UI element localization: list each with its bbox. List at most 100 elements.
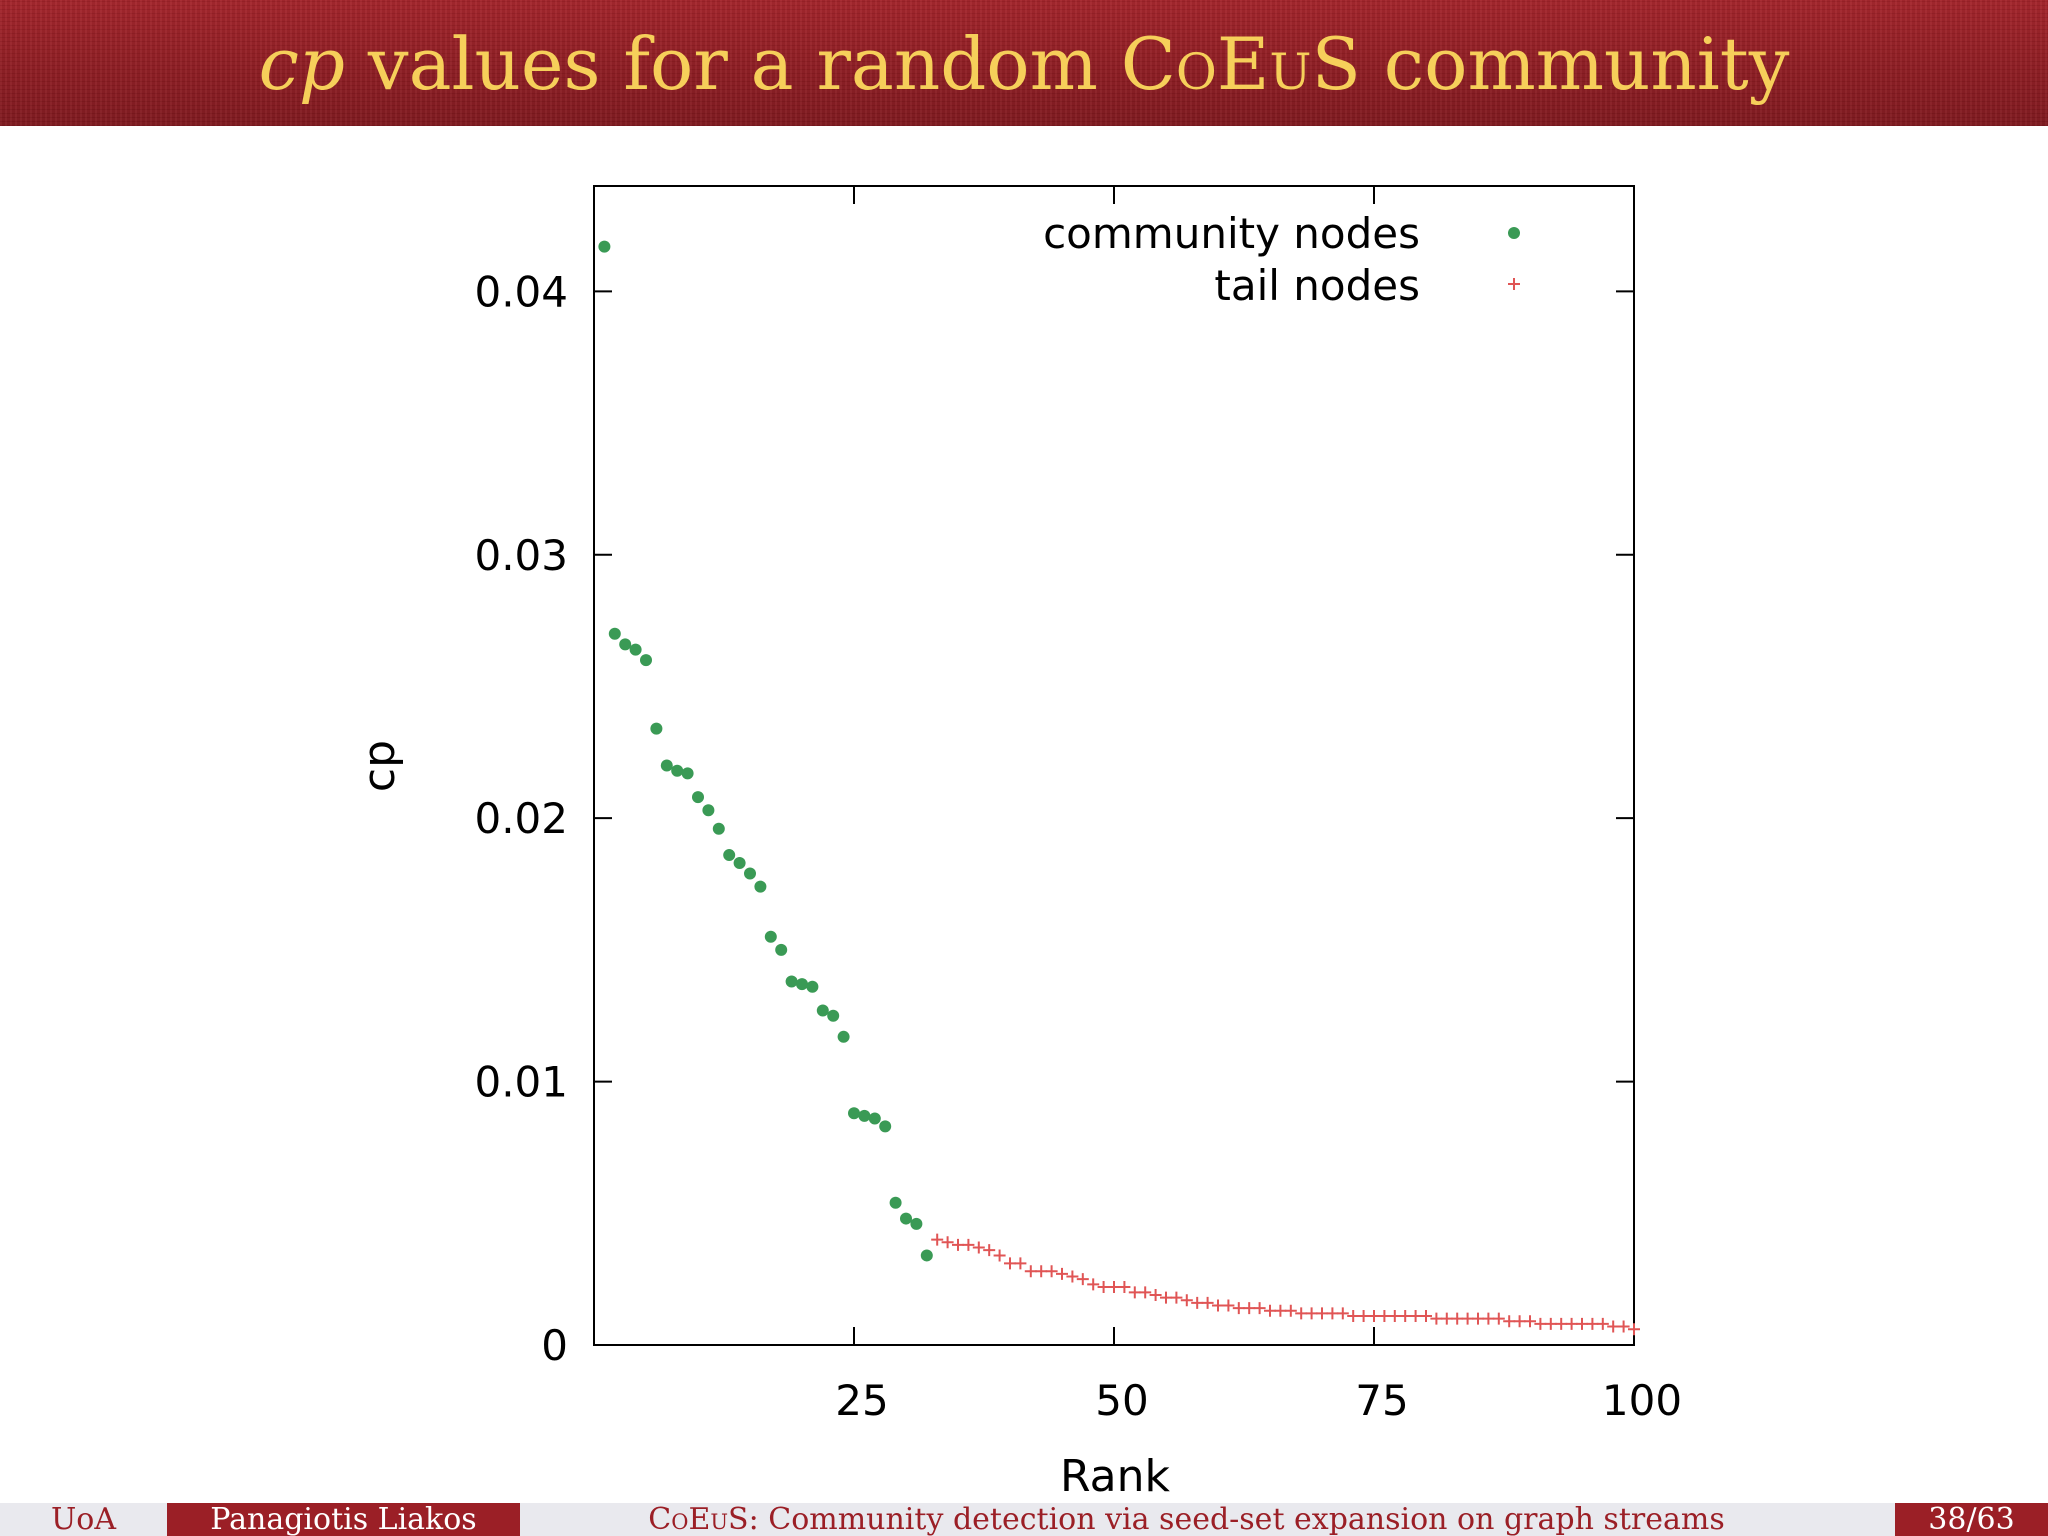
- tail-node-point: [1472, 1312, 1484, 1325]
- tail-node-point: [1097, 1281, 1110, 1294]
- community-node-point: [744, 867, 756, 880]
- tail-node-point: [1139, 1286, 1152, 1299]
- tail-node-point: [1087, 1278, 1100, 1291]
- footer-title-rest: : Community detection via seed-set expan…: [748, 1503, 1725, 1536]
- tail-node-point: [1440, 1312, 1453, 1325]
- slide-footer: UoA Panagiotis Liakos CoEuS: Community d…: [0, 1503, 2048, 1536]
- tail-node-point: [1628, 1323, 1640, 1336]
- y-tick-label: 0.04: [474, 267, 568, 316]
- y-tick-label: 0.02: [474, 794, 568, 843]
- tail-node-point: [941, 1236, 954, 1249]
- tail-node-point: [962, 1238, 975, 1251]
- x-axis-label: Rank: [1060, 1451, 1170, 1502]
- tail-node-point: [1461, 1312, 1474, 1325]
- legend-community-marker: [1508, 227, 1520, 239]
- x-tick-label: 25: [835, 1376, 888, 1425]
- tail-node-point: [1035, 1265, 1048, 1278]
- tail-node-point: [1347, 1310, 1360, 1323]
- title-coeus: CoEuS: [1120, 22, 1361, 106]
- footer-spacer: [1853, 1503, 1895, 1536]
- community-node-point: [920, 1249, 933, 1262]
- y-tick-label: 0.01: [474, 1058, 568, 1107]
- tail-node-point: [1544, 1317, 1557, 1330]
- footer-talk-title: CoEuS: Community detection via seed-set …: [520, 1503, 1853, 1536]
- tail-node-point: [1004, 1257, 1016, 1270]
- tail-node-point: [1014, 1257, 1027, 1270]
- tail-node-point: [1534, 1317, 1547, 1330]
- footer-institution: UoA: [0, 1503, 167, 1536]
- community-node-point: [671, 764, 684, 777]
- tail-node-point: [1149, 1288, 1162, 1301]
- tail-node-point: [1607, 1320, 1620, 1333]
- community-node-point: [723, 849, 736, 862]
- tail-node-point: [1201, 1296, 1214, 1309]
- community-node-point: [816, 1004, 829, 1017]
- y-tick-label: 0: [541, 1321, 568, 1370]
- tail-node-point: [1212, 1299, 1224, 1312]
- community-node-point: [650, 722, 663, 735]
- community-node-point: [837, 1030, 850, 1043]
- tail-node-point: [1305, 1307, 1318, 1320]
- community-node-point: [764, 930, 777, 943]
- tail-node-point: [1357, 1310, 1370, 1323]
- community-node-point: [858, 1109, 871, 1122]
- tail-node-point: [1326, 1307, 1339, 1320]
- tail-node-point: [1274, 1304, 1287, 1317]
- legend-tail-label: tail nodes: [1214, 261, 1420, 310]
- tail-node-point: [1264, 1304, 1276, 1317]
- footer-author: Panagiotis Liakos: [167, 1503, 520, 1536]
- plot-frame: [593, 185, 1635, 1346]
- tail-node-point: [1108, 1281, 1120, 1294]
- header-texture: [0, 0, 2048, 126]
- community-node-point: [879, 1120, 892, 1133]
- community-node-point: [619, 638, 632, 651]
- tail-node-point: [1596, 1317, 1609, 1330]
- community-node-point: [640, 654, 652, 667]
- tail-node-point: [1420, 1310, 1432, 1323]
- tail-node-point: [1524, 1315, 1536, 1328]
- tail-node-point: [1388, 1310, 1401, 1323]
- x-tick-label: 100: [1602, 1376, 1682, 1425]
- community-node-point: [692, 791, 704, 804]
- community-node-point: [827, 1009, 840, 1022]
- tail-node-point: [1430, 1312, 1443, 1325]
- y-axis-label: cp: [354, 740, 405, 792]
- tail-node-point: [1066, 1270, 1079, 1283]
- tail-node-point: [931, 1233, 944, 1246]
- community-node-point: [608, 627, 621, 640]
- title-community: community: [1360, 22, 1790, 106]
- tail-node-point: [1399, 1310, 1412, 1323]
- title-cp: cp: [258, 22, 346, 106]
- tail-node-point: [1482, 1312, 1495, 1325]
- x-tick-label: 50: [1095, 1376, 1148, 1425]
- tail-node-point: [1056, 1267, 1068, 1280]
- tail-node-point: [1316, 1307, 1328, 1320]
- community-node-point: [733, 856, 746, 869]
- community-node-point: [754, 880, 767, 893]
- community-node-point: [868, 1112, 881, 1125]
- tail-node-point: [1024, 1265, 1037, 1278]
- tail-node-point: [1368, 1310, 1380, 1323]
- tail-node-point: [1170, 1291, 1183, 1304]
- legend-tail-marker: [1508, 278, 1520, 290]
- tail-node-point: [1045, 1265, 1058, 1278]
- community-node-point: [712, 822, 725, 835]
- tail-node-point: [1191, 1296, 1204, 1309]
- slide-header: cp values for a random CoEuS community: [0, 0, 2048, 126]
- slide-title: cp values for a random CoEuS community: [0, 14, 2048, 114]
- community-node-point: [629, 643, 642, 656]
- tail-node-point: [983, 1244, 996, 1257]
- tail-node-point: [1492, 1312, 1505, 1325]
- title-text: values for a random: [345, 22, 1121, 106]
- community-node-point: [889, 1196, 902, 1209]
- scatter-chart: 25 50 75 100 0 0.01 0.02 0.03 0.04 Rank cp communit…: [354, 185, 1682, 1502]
- tail-node-point: [1586, 1317, 1599, 1330]
- tail-node-point: [993, 1249, 1006, 1262]
- community-node-point: [660, 759, 673, 772]
- tail-node-point: [1451, 1312, 1464, 1325]
- tail-node-point: [1503, 1315, 1516, 1328]
- tail-node-point: [1118, 1281, 1131, 1294]
- tail-node-point: [1180, 1294, 1193, 1307]
- community-node-point: [775, 943, 788, 956]
- tail-node-point: [1076, 1273, 1089, 1286]
